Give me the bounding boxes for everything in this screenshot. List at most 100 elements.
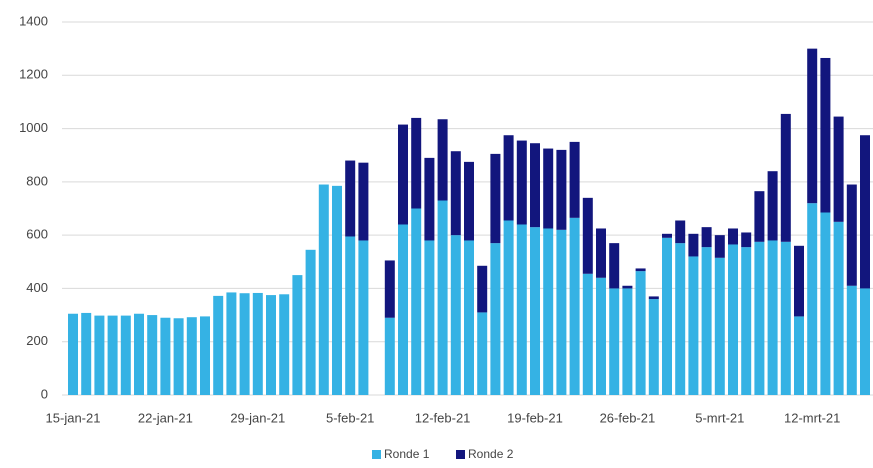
legend-swatch	[456, 450, 465, 459]
bar-segment	[173, 318, 184, 395]
bar-segment	[754, 191, 765, 242]
bar-segment	[860, 135, 870, 289]
bar-segment	[107, 315, 118, 395]
bar-segment	[569, 141, 580, 218]
bar-segment	[516, 140, 527, 225]
bar-segment	[569, 217, 580, 395]
bar-segment	[556, 229, 567, 395]
bar-segment	[794, 245, 804, 317]
bar-segment	[543, 228, 554, 395]
bar-segment	[860, 288, 870, 395]
bar-segment	[622, 288, 633, 395]
bar-segment	[635, 271, 646, 395]
bar-segment	[68, 313, 78, 395]
y-tick-label: 200	[26, 333, 48, 348]
bar-segment	[833, 221, 844, 395]
bar-segment	[424, 240, 435, 395]
bar-segment	[833, 116, 844, 222]
bar-segment	[424, 157, 435, 241]
bar-segment	[358, 240, 369, 395]
bar-segment	[767, 240, 778, 395]
bar-segment	[688, 256, 699, 395]
y-tick-label: 1400	[19, 13, 48, 28]
legend-label: Ronde 2	[468, 447, 514, 461]
bar-segment	[543, 148, 554, 229]
bar-segment	[688, 233, 699, 257]
bar-segment	[384, 317, 395, 395]
bar-segment	[780, 113, 791, 242]
bar-segment	[464, 161, 474, 241]
y-tick-label: 0	[41, 386, 48, 401]
bar-segment	[530, 143, 540, 228]
bar-segment	[332, 185, 342, 395]
x-tick-label: 12-mrt-21	[784, 410, 840, 425]
bar-segment	[490, 243, 501, 395]
bar-segment	[609, 288, 620, 395]
bar-segment	[450, 235, 461, 395]
bar-segment	[648, 296, 659, 300]
bar-segment	[437, 200, 448, 395]
bar-segment	[662, 237, 672, 395]
bar-segment	[794, 316, 804, 395]
bar-segment	[648, 299, 659, 395]
bar-segment	[490, 153, 501, 244]
bar-segment	[714, 257, 725, 395]
bar-segment	[134, 313, 144, 395]
y-tick-label: 400	[26, 280, 48, 295]
bar-segment	[701, 227, 712, 248]
bar-segment	[81, 312, 92, 395]
y-tick-label: 800	[26, 173, 48, 188]
bar-segment	[820, 57, 831, 213]
bar-segment	[530, 227, 540, 395]
bar-segment	[266, 295, 276, 395]
x-tick-label: 5-feb-21	[326, 410, 374, 425]
bar-segment	[120, 315, 131, 395]
y-tick-label: 1000	[19, 120, 48, 135]
legend-label: Ronde 1	[384, 447, 430, 461]
bar-segment	[582, 197, 593, 274]
bar-segment	[411, 208, 422, 395]
x-tick-label: 12-feb-21	[415, 410, 471, 425]
bar-segment	[556, 149, 567, 230]
bar-segment	[398, 224, 408, 395]
y-tick-label: 1200	[19, 67, 48, 82]
bar-segment	[160, 317, 171, 395]
bar-segment	[503, 220, 514, 395]
bar-segment	[701, 247, 712, 395]
bar-segment	[147, 315, 158, 395]
bar-segment	[582, 273, 593, 395]
bar-segment	[820, 212, 831, 395]
bar-segment	[345, 160, 356, 237]
bar-segment	[516, 224, 527, 395]
y-tick-label: 600	[26, 227, 48, 242]
bar-segment	[213, 295, 224, 395]
x-tick-label: 15-jan-21	[46, 410, 101, 425]
bar-segment	[450, 151, 461, 236]
bar-segment	[767, 171, 778, 241]
bar-segment	[411, 117, 422, 209]
bar-segment	[780, 241, 791, 395]
x-tick-label: 26-feb-21	[600, 410, 656, 425]
x-tick-label: 19-feb-21	[507, 410, 563, 425]
bar-segment	[846, 184, 857, 286]
bar-segment	[609, 243, 620, 289]
bar-segment	[846, 285, 857, 395]
legend-swatch	[372, 450, 381, 459]
bar-segment	[200, 316, 210, 395]
bar-segment	[226, 292, 237, 395]
bar-segment	[662, 233, 672, 238]
bar-segment	[714, 235, 725, 258]
bar-segment	[252, 292, 263, 395]
x-tick-label: 22-jan-21	[138, 410, 193, 425]
bar-segment	[675, 243, 686, 395]
bar-segment	[398, 124, 408, 225]
bar-segment	[345, 236, 356, 395]
bar-segment	[358, 162, 369, 241]
bar-segment	[477, 312, 488, 395]
bar-segment	[464, 240, 474, 395]
bar-segment	[807, 48, 818, 204]
bar-segment	[292, 275, 303, 395]
bar-segment	[437, 119, 448, 201]
bar-segment	[318, 184, 329, 395]
